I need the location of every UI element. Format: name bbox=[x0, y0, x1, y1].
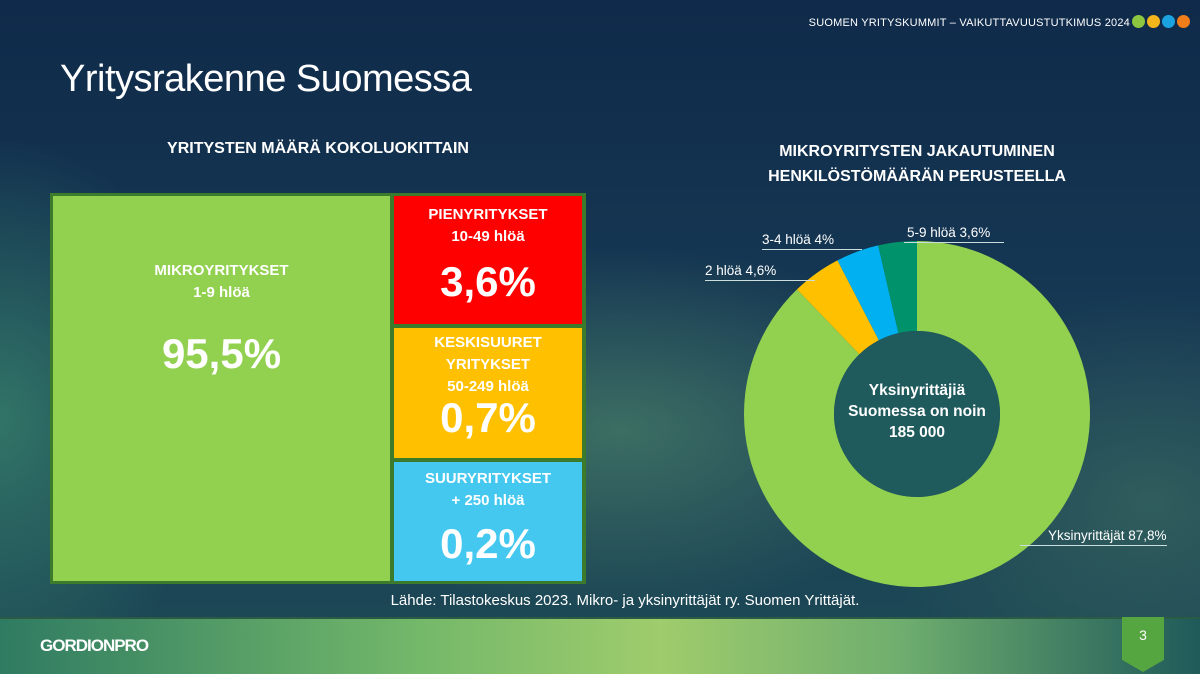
center-line: Suomessa on noin bbox=[848, 403, 986, 420]
treemap: MIKROYRITYKSET 1-9 hlöä 95,5% PIENYRITYK… bbox=[50, 193, 586, 584]
donut-slice bbox=[744, 241, 1090, 587]
donut-title-line: MIKROYRITYSTEN JAKAUTUMINEN bbox=[779, 143, 1055, 160]
treemap-cell-large: SUURYRITYKSET + 250 hlöä 0,2% bbox=[394, 462, 582, 581]
footer-bar bbox=[0, 617, 1200, 674]
donut-hole bbox=[834, 331, 1000, 497]
donut-slice bbox=[837, 245, 899, 341]
treemap-cell-medium: KESKISUURET YRITYKSET 50-249 hlöä 0,7% bbox=[394, 328, 582, 458]
cell-label: KESKISUURET YRITYKSET bbox=[434, 334, 542, 373]
logo: GORDIONPRO bbox=[40, 636, 149, 655]
dot-icon bbox=[1177, 15, 1190, 28]
slice-label: 3-4 hlöä 4% bbox=[762, 232, 862, 250]
cell-label: MIKROYRITYKSET bbox=[154, 262, 289, 279]
cell-value: 0,2% bbox=[440, 520, 536, 567]
page-number: 3 bbox=[1122, 617, 1164, 672]
donut-slice bbox=[878, 241, 917, 334]
header-title: SUOMEN YRITYSKUMMIT – VAIKUTTAVUUSTUTKIM… bbox=[808, 17, 1130, 29]
slice-label: Yksinyrittäjät 87,8% bbox=[1020, 528, 1167, 546]
treemap-title: YRITYSTEN MÄÄRÄ KOKOLUOKITTAIN bbox=[167, 140, 469, 157]
cell-value: 0,7% bbox=[440, 394, 536, 441]
treemap-cell-micro: MIKROYRITYKSET 1-9 hlöä 95,5% bbox=[53, 196, 390, 581]
donut-slice bbox=[796, 260, 879, 355]
cell-sub: 50-249 hlöä bbox=[447, 378, 529, 395]
slice-label: 5-9 hlöä 3,6% bbox=[904, 225, 1004, 243]
cell-value: 95,5% bbox=[161, 330, 282, 377]
cell-value: 3,6% bbox=[440, 258, 536, 305]
dot-icon bbox=[1162, 15, 1175, 28]
treemap-cell-small: PIENYRITYKSET 10-49 hlöä 3,6% bbox=[394, 196, 582, 324]
center-line: Yksinyrittäjiä bbox=[868, 382, 966, 399]
center-line: 185 000 bbox=[888, 424, 946, 441]
cell-sub: + 250 hlöä bbox=[451, 492, 525, 509]
donut-title-line: HENKILÖSTÖMÄÄRÄN PERUSTEELLA bbox=[768, 168, 1066, 185]
cell-label: PIENYRITYKSET bbox=[428, 206, 548, 223]
cell-sub: 1-9 hlöä bbox=[193, 284, 250, 301]
dot-icon bbox=[1132, 15, 1145, 28]
source-note: Lähde: Tilastokeskus 2023. Mikro- ja yks… bbox=[390, 592, 860, 609]
donut-title: MIKROYRITYSTEN JAKAUTUMINEN HENKILÖSTÖMÄ… bbox=[717, 139, 1117, 189]
cell-sub: 10-49 hlöä bbox=[451, 228, 525, 245]
dot-icon bbox=[1147, 15, 1160, 28]
page-title: Yritysrakenne Suomessa bbox=[60, 58, 472, 100]
donut-center-text: Yksinyrittäjiä Suomessa on noin 185 000 bbox=[817, 380, 1017, 443]
cell-label: SUURYRITYKSET bbox=[424, 470, 552, 487]
slice-label: 2 hlöä 4,6% bbox=[705, 263, 815, 281]
